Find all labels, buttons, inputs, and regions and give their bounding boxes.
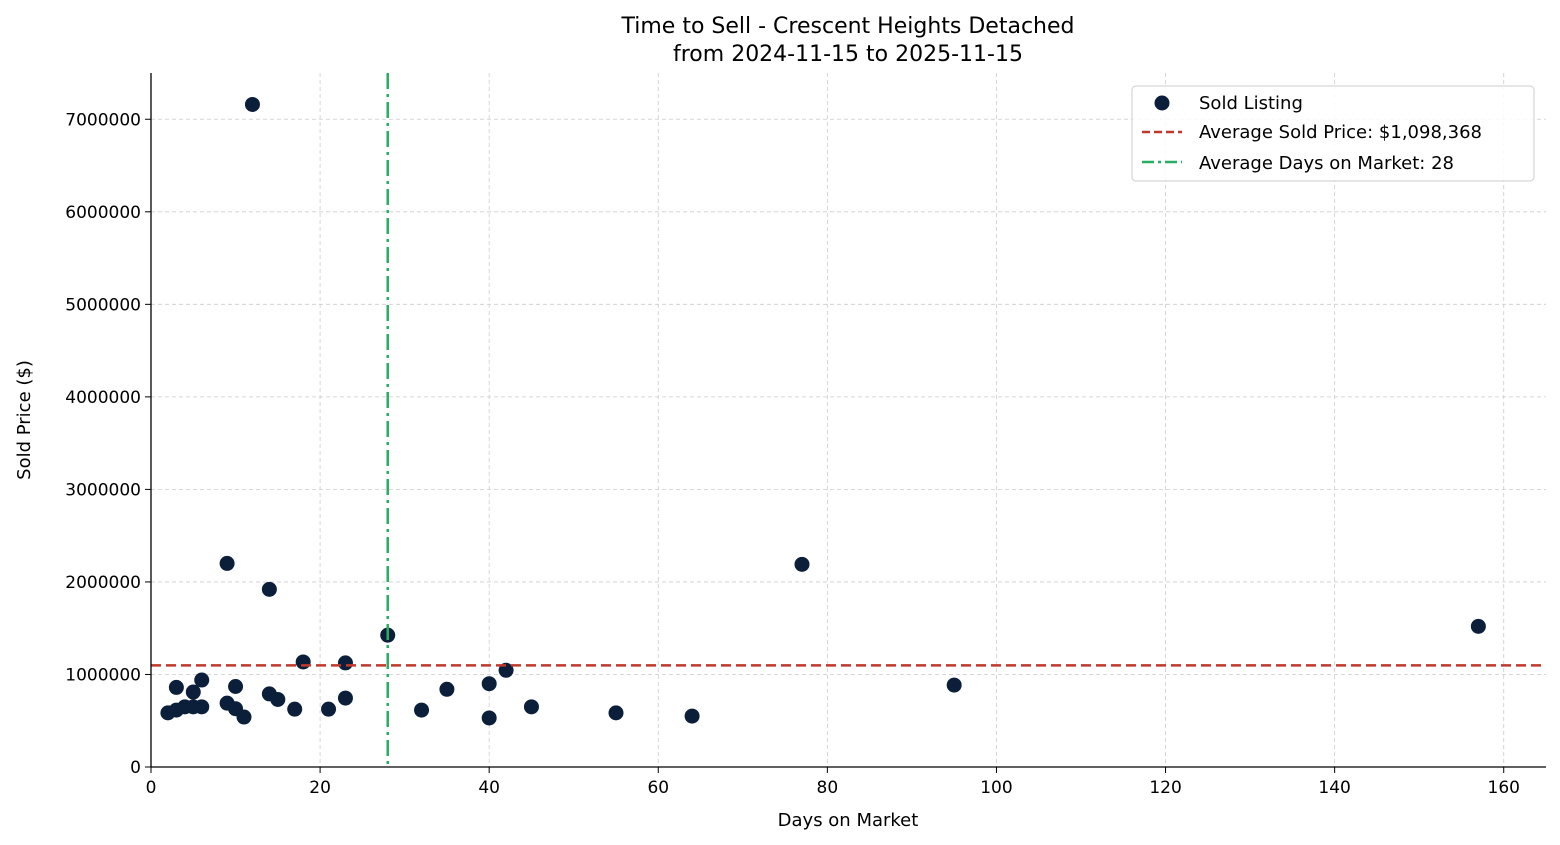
- chart-subtitle: from 2024-11-15 to 2025-11-15: [673, 42, 1023, 67]
- data-point: [684, 708, 700, 724]
- data-point: [185, 684, 201, 700]
- data-point: [337, 690, 353, 706]
- data-point: [321, 701, 337, 717]
- data-point: [481, 710, 497, 726]
- legend-label-avg-price: Average Sold Price: $1,098,368: [1199, 122, 1482, 143]
- data-point: [194, 672, 210, 688]
- x-tick-label: 140: [1318, 778, 1350, 798]
- data-point: [794, 556, 810, 572]
- x-tick-label: 120: [1149, 778, 1181, 798]
- data-point: [219, 555, 235, 571]
- y-tick-label: 7000000: [65, 110, 141, 130]
- data-point: [946, 677, 962, 693]
- legend-box: [1131, 85, 1535, 182]
- data-point: [244, 96, 260, 112]
- data-point: [228, 678, 244, 694]
- x-tick-label: 0: [146, 778, 157, 798]
- data-point: [523, 699, 539, 715]
- y-tick-label: 0: [130, 758, 141, 778]
- legend-label-sold: Sold Listing: [1199, 93, 1303, 114]
- x-tick-label: 160: [1488, 778, 1520, 798]
- data-point: [439, 681, 455, 697]
- data-point: [168, 679, 184, 695]
- data-point: [295, 654, 311, 670]
- chart-title: Time to Sell - Crescent Heights Detached: [621, 14, 1075, 39]
- y-tick-label: 2000000: [65, 573, 141, 593]
- data-point: [608, 705, 624, 721]
- data-point: [481, 676, 497, 692]
- x-axis-label: Days on Market: [778, 810, 919, 831]
- x-tick-label: 80: [817, 778, 839, 798]
- legend: Sold Listing Average Sold Price: $1,098,3…: [1131, 85, 1535, 182]
- legend-label-avg-days: Average Days on Market: 28: [1199, 153, 1454, 174]
- data-point: [337, 655, 353, 671]
- y-axis-label: Sold Price ($): [14, 360, 35, 480]
- data-point: [261, 581, 277, 597]
- legend-marker-sold: [1154, 95, 1170, 111]
- y-tick-label: 6000000: [65, 203, 141, 223]
- x-tick-label: 20: [309, 778, 331, 798]
- x-tick-label: 40: [478, 778, 500, 798]
- data-point: [414, 702, 430, 718]
- data-point: [287, 701, 303, 717]
- y-tick-label: 3000000: [65, 480, 141, 500]
- x-tick-label: 60: [647, 778, 669, 798]
- y-tick-label: 5000000: [65, 295, 141, 315]
- y-tick-label: 4000000: [65, 388, 141, 408]
- data-point: [236, 709, 252, 725]
- data-point: [270, 691, 286, 707]
- data-point: [194, 699, 210, 715]
- y-tick-label: 1000000: [65, 665, 141, 685]
- data-point: [1470, 618, 1486, 634]
- x-tick-label: 100: [980, 778, 1012, 798]
